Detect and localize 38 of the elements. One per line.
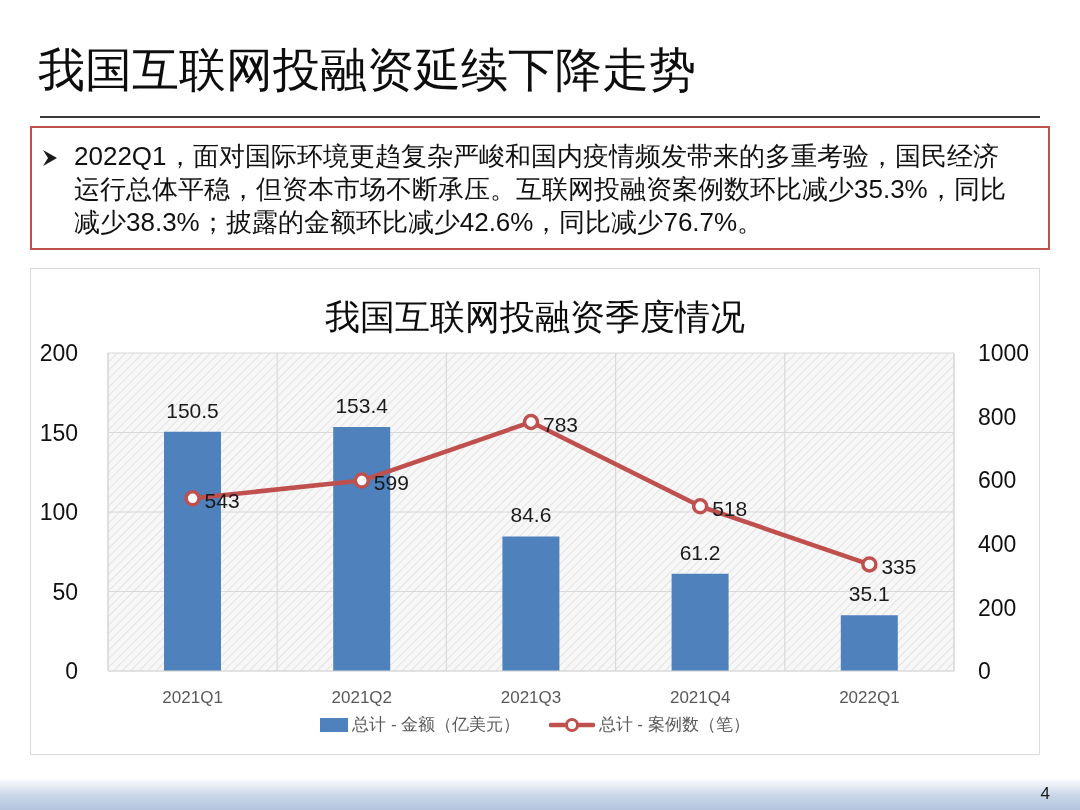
y-tick-label: 200 xyxy=(39,340,78,367)
x-tick-label: 2021Q4 xyxy=(669,688,731,708)
x-tick-label: 2021Q3 xyxy=(500,688,562,708)
point xyxy=(353,472,371,489)
point xyxy=(184,490,201,507)
y2-tick-label: 600 xyxy=(978,467,1017,494)
data-label: 153.4 xyxy=(335,394,389,418)
y2-tick-label: 1000 xyxy=(978,340,1030,367)
y-tick-label: 100 xyxy=(39,499,78,526)
y2-tick-label: 200 xyxy=(978,594,1017,621)
chart-title: 我国互联网投融资延续下降走势 xyxy=(38,42,696,98)
legend-label: 总计 - 案例数（笔） xyxy=(598,714,750,736)
y-tick-label: 0 xyxy=(65,658,78,685)
data-label: 35.1 xyxy=(848,582,890,606)
y2-tick-label: 800 xyxy=(978,403,1017,430)
y2-tick-label: 0 xyxy=(978,658,991,685)
y-tick-label: 50 xyxy=(52,578,78,605)
data-label: 783 xyxy=(543,412,579,436)
text: 2022Q1，面对国际环境更趋复杂严峻和国内疫情频发带来的多重考验，国民经济运行总体平稳，但资本市场不断承压。互联网投融资案例数环比减少35.3%，同比减少38.3%；披露的金额环比减少42.6%，同比减少76.7%。 xyxy=(74,140,1007,239)
bar xyxy=(840,615,898,671)
y2-tick-label: 400 xyxy=(978,530,1017,557)
point xyxy=(861,556,878,573)
x-tick-label: 2021Q2 xyxy=(331,688,393,708)
data-label: 84.6 xyxy=(510,503,552,527)
point xyxy=(691,498,709,515)
x-tick-label: 2022Q1 xyxy=(839,688,900,708)
y-tick-label: 150 xyxy=(39,419,78,446)
data-label: 335 xyxy=(881,555,917,579)
point xyxy=(522,413,540,431)
data-label: 61.2 xyxy=(679,540,721,564)
data-label: 150.5 xyxy=(166,398,219,422)
bar xyxy=(671,573,729,671)
bar xyxy=(502,536,560,671)
data-label: 518 xyxy=(712,496,748,520)
x-tick-label: 2021Q1 xyxy=(162,688,223,708)
legend-label: 总计 - 金额（亿美元） xyxy=(352,714,521,736)
text: 4 xyxy=(1040,783,1050,805)
chart-subtitle: 我国互联网投融资季度情况 xyxy=(324,296,746,338)
